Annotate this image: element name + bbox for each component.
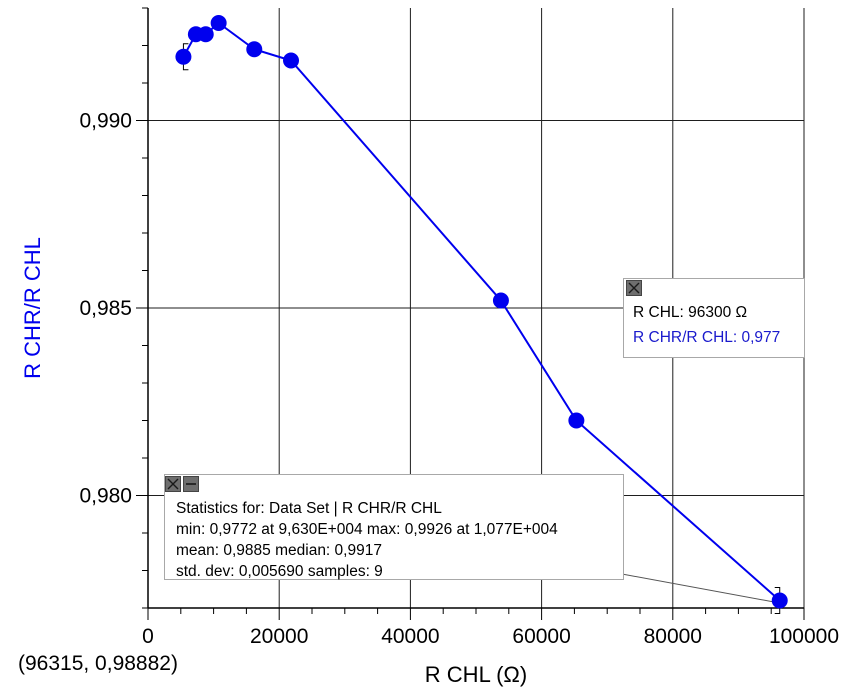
x-axis-title: R CHL (Ω) (425, 662, 527, 687)
y-tick-label: 0,985 (79, 297, 132, 320)
y-axis-title: R CHR/R CHL (20, 237, 45, 379)
data-point[interactable] (197, 26, 214, 43)
minimize-stats-icon[interactable] (183, 476, 199, 492)
inspector-y-value: R CHR/R CHL: 0,977 (633, 329, 781, 346)
x-tick-label: 20000 (250, 625, 308, 648)
x-axis-ticks: 0 20000 40000 60000 80000 100000 (142, 608, 839, 648)
stats-min-max: min: 0,9772 at 9,630E+004 max: 0,9926 at… (176, 521, 558, 538)
stats-stddev-samples: std. dev: 0,005690 samples: 9 (176, 563, 383, 580)
cursor-coordinate-readout: (96315, 0,98882) (18, 652, 178, 675)
y-axis-ticks: 0,980 0,985 0,990 (79, 7, 148, 609)
data-point[interactable] (568, 412, 585, 429)
stats-mean-median: mean: 0,9885 median: 0,9917 (176, 542, 382, 559)
data-point[interactable] (771, 592, 788, 609)
y-tick-label: 0,980 (79, 485, 132, 508)
close-inspector-icon[interactable] (626, 280, 642, 296)
stats-connector-line (621, 573, 777, 603)
statistics-box[interactable]: Statistics for: Data Set | R CHR/R CHL m… (164, 474, 624, 580)
stats-title: Statistics for: Data Set | R CHR/R CHL (176, 500, 442, 517)
data-series (175, 15, 788, 609)
data-point[interactable] (246, 41, 263, 58)
data-point[interactable] (175, 48, 192, 65)
x-tick-label: 60000 (512, 625, 570, 648)
inspector-x-value: R CHL: 96300 Ω (633, 304, 748, 321)
x-tick-label: 0 (142, 625, 154, 648)
x-tick-label: 40000 (381, 625, 439, 648)
y-tick-label: 0,990 (79, 110, 132, 133)
close-stats-icon[interactable] (165, 476, 181, 492)
point-inspector-box[interactable]: R CHL: 96300 Ω R CHR/R CHL: 0,977 (623, 278, 805, 358)
data-point[interactable] (210, 15, 227, 31)
data-point[interactable] (283, 52, 300, 69)
x-tick-label: 80000 (644, 625, 702, 648)
data-point[interactable] (492, 292, 509, 309)
x-tick-label: 100000 (769, 625, 839, 648)
